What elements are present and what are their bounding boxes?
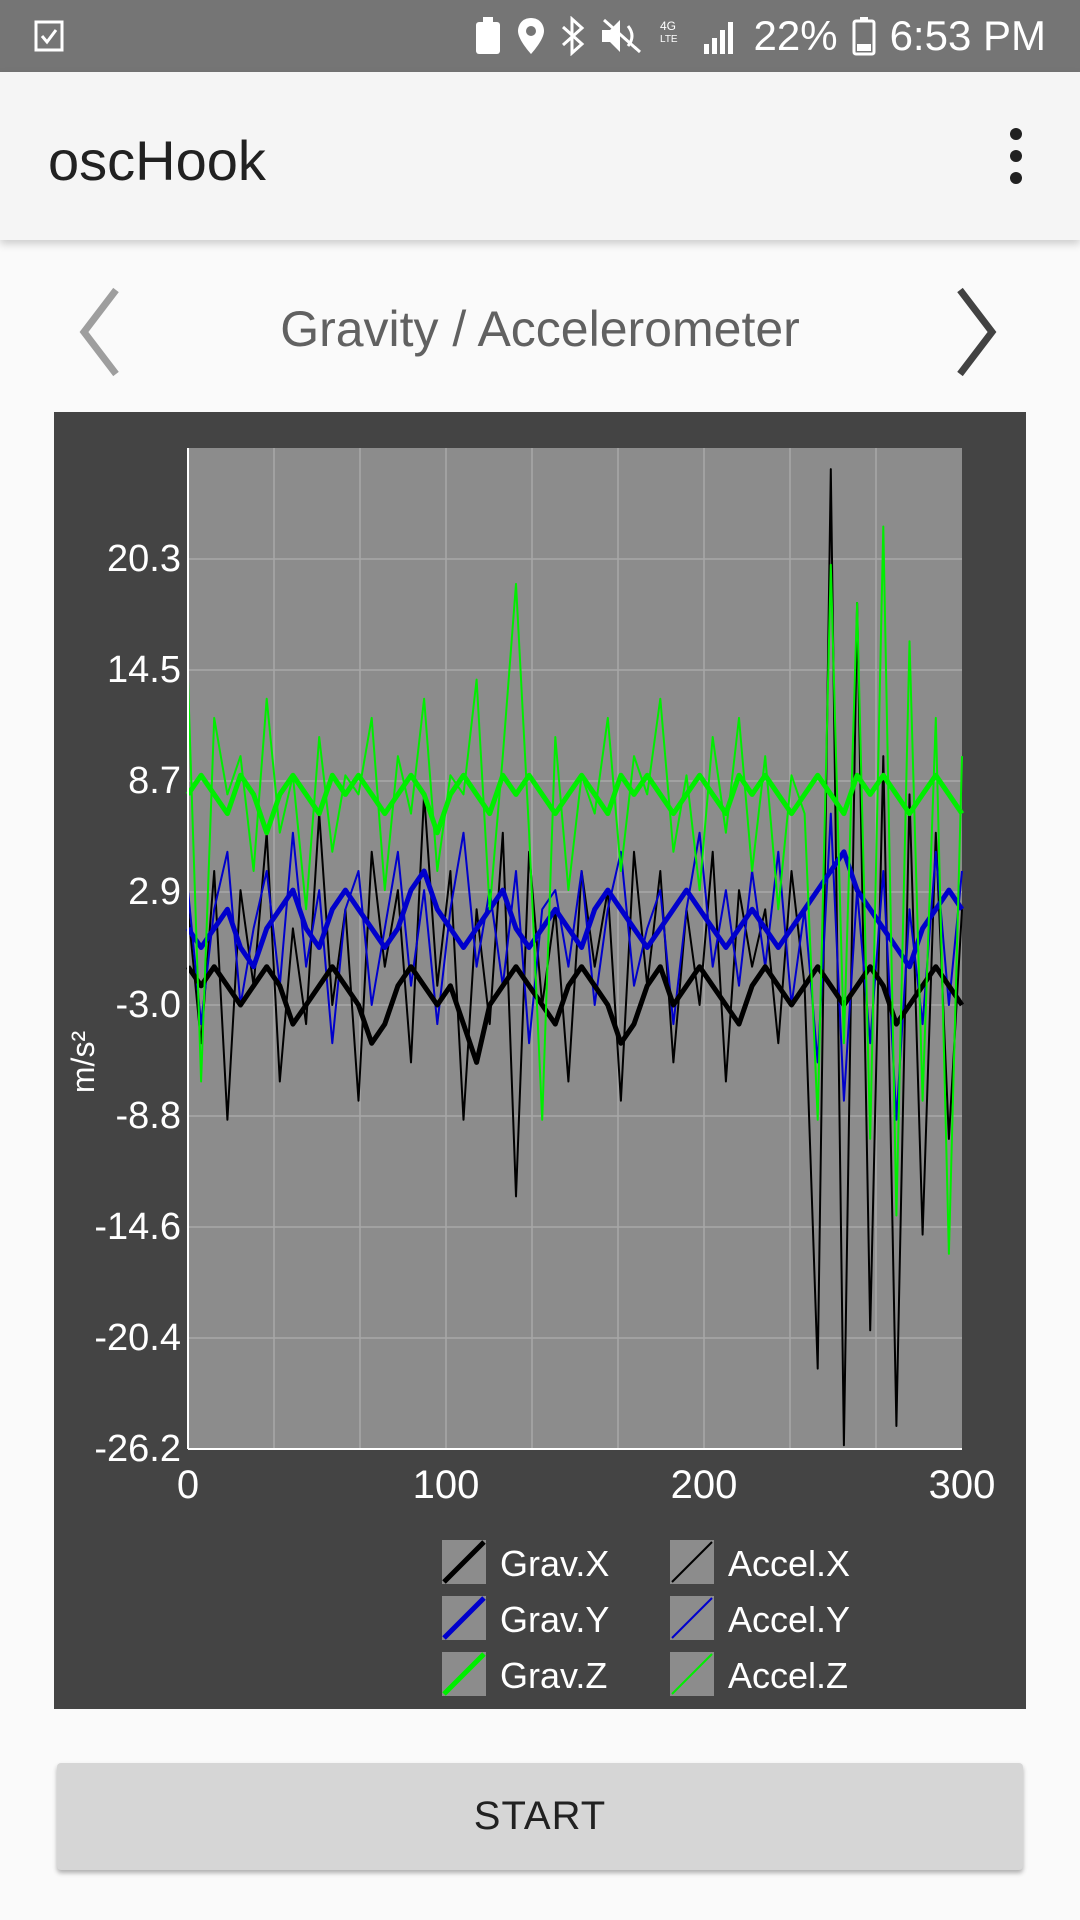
series-line-accel-z: [187, 525, 963, 1255]
start-button[interactable]: START: [57, 1763, 1023, 1870]
legend-label: Grav.Y: [500, 1599, 609, 1640]
svg-text:LTE: LTE: [660, 34, 678, 45]
y-tick-label: -14.6: [94, 1206, 181, 1248]
task-complete-icon: [34, 20, 64, 52]
next-page-chevron-icon[interactable]: [932, 284, 1012, 384]
x-tick-labels: 0 100 200 300: [177, 1463, 996, 1507]
y-tick-label: 14.5: [107, 649, 181, 691]
y-tick-label: 2.9: [128, 871, 181, 913]
legend-label: Accel.Z: [728, 1655, 848, 1696]
status-icons: 4G LTE 22% 6:53 PM: [474, 10, 1046, 62]
legend-label: Accel.Y: [728, 1599, 850, 1640]
mute-icon: [601, 18, 641, 54]
battery-icon: [852, 17, 876, 56]
legend-label: Accel.X: [728, 1543, 850, 1584]
location-icon: [517, 18, 544, 54]
sensor-chart: 20.3 14.5 8.7 2.9 -3.0 -8.8 -14.6 -20.4 -26.2 0 1…: [54, 412, 1026, 1709]
x-tick-label: 100: [413, 1463, 480, 1507]
previous-page-chevron-icon[interactable]: [68, 284, 148, 384]
legend-label: Grav.Z: [500, 1655, 607, 1696]
chart-canvas: 20.3 14.5 8.7 2.9 -3.0 -8.8 -14.6 -20.4 -26.2 0 1…: [65, 448, 996, 1696]
legend-swatch-line: [442, 1540, 486, 1584]
series-line-grav-z: [185, 772, 965, 836]
app-title: oscHook: [48, 129, 266, 192]
legend: Grav.X Grav.Y Grav.Z Accel.X Accel.Y Accel.Z: [442, 1540, 850, 1696]
clock: 6:53 PM: [889, 12, 1046, 59]
y-tick-labels: 20.3 14.5 8.7 2.9 -3.0 -8.8 -14.6 -20.4 -26.2: [94, 538, 181, 1470]
series-line-grav-y: [185, 849, 965, 970]
y-tick-label: -8.8: [116, 1095, 181, 1137]
series-line-grav-x: [185, 964, 965, 1065]
svg-text:4G: 4G: [660, 19, 676, 33]
overflow-menu-icon[interactable]: [988, 128, 1044, 184]
legend-swatch-line: [671, 1541, 713, 1583]
x-tick-label: 200: [671, 1463, 738, 1507]
series-lines: [185, 468, 965, 1447]
battery-percent: 22%: [753, 12, 838, 59]
bluetooth-icon: [561, 16, 584, 56]
legend-swatch-line: [442, 1596, 486, 1640]
y-tick-label: -26.2: [94, 1428, 181, 1470]
legend-swatch-line: [671, 1597, 713, 1639]
recycle-icon: [475, 17, 500, 54]
page-pager: Gravity / Accelerometer: [0, 260, 1080, 380]
y-tick-label: -20.4: [94, 1317, 181, 1359]
page-title: Gravity / Accelerometer: [280, 301, 800, 357]
y-axis-label: m/s²: [65, 1031, 101, 1094]
signal-icon: [703, 22, 733, 54]
app-bar: oscHook: [0, 72, 1080, 240]
legend-swatch-line: [442, 1652, 486, 1696]
status-bar: 4G LTE 22% 6:53 PM: [0, 0, 1080, 72]
y-tick-label: 8.7: [128, 760, 181, 802]
y-tick-label: -3.0: [116, 984, 181, 1026]
legend-label: Grav.X: [500, 1543, 609, 1584]
series-line-accel-y: [187, 812, 963, 1121]
x-tick-label: 0: [177, 1463, 199, 1507]
legend-swatch-line: [671, 1653, 713, 1695]
y-tick-label: 20.3: [107, 538, 181, 580]
x-tick-label: 300: [929, 1463, 996, 1507]
